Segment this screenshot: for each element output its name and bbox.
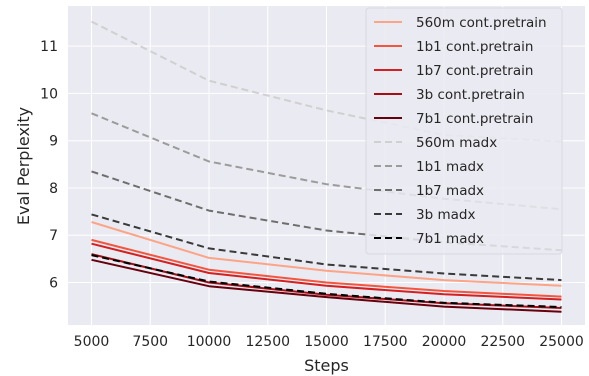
x-tick-label: 12500 <box>245 334 290 350</box>
legend-label: 1b7 madx <box>416 183 484 199</box>
series-line <box>91 258 562 313</box>
x-tick-label: 5000 <box>74 334 110 350</box>
series-line <box>91 254 562 308</box>
legend-label: 3b cont.pretrain <box>416 87 525 103</box>
y-tick-label: 11 <box>40 39 58 55</box>
legend-label: 560m madx <box>416 135 497 151</box>
series-line <box>91 213 562 282</box>
x-axis-label: Steps <box>304 356 349 375</box>
x-tick-label: 7500 <box>132 334 168 350</box>
series-line <box>91 238 562 298</box>
y-axis-label: Eval Perplexity <box>14 107 33 225</box>
x-tick-label: 17500 <box>363 334 408 350</box>
y-ticks: 6 7 8 9 10 11 <box>40 39 58 291</box>
legend-label: 1b7 cont.pretrain <box>416 63 533 79</box>
y-tick-label: 10 <box>40 86 58 102</box>
y-tick-label: 6 <box>49 275 58 291</box>
legend-label: 7b1 madx <box>416 231 484 247</box>
x-tick-label: 15000 <box>304 334 349 350</box>
y-tick-label: 7 <box>49 228 58 244</box>
legend-label: 1b1 madx <box>416 159 484 175</box>
x-tick-label: 10000 <box>187 334 232 350</box>
legend-label: 560m cont.pretrain <box>416 15 547 31</box>
y-tick-label: 9 <box>49 134 58 150</box>
x-tick-label: 20000 <box>422 334 467 350</box>
x-tick-label: 25000 <box>539 334 584 350</box>
x-ticks: 5000 7500 10000 12500 15000 17500 20000 22500 25… <box>74 334 584 350</box>
legend-label: 7b1 cont.pretrain <box>416 111 533 127</box>
series-line <box>91 221 562 287</box>
legend-label: 3b madx <box>416 207 475 223</box>
series-line <box>91 242 562 301</box>
series-line <box>91 112 562 211</box>
y-tick-label: 8 <box>49 181 58 197</box>
x-tick-label: 22500 <box>480 334 525 350</box>
legend: 560m cont.pretrain 1b1 cont.pretrain 1b7 c… <box>365 7 563 255</box>
legend-box <box>365 7 563 255</box>
legend-label: 1b1 cont.pretrain <box>416 39 533 55</box>
